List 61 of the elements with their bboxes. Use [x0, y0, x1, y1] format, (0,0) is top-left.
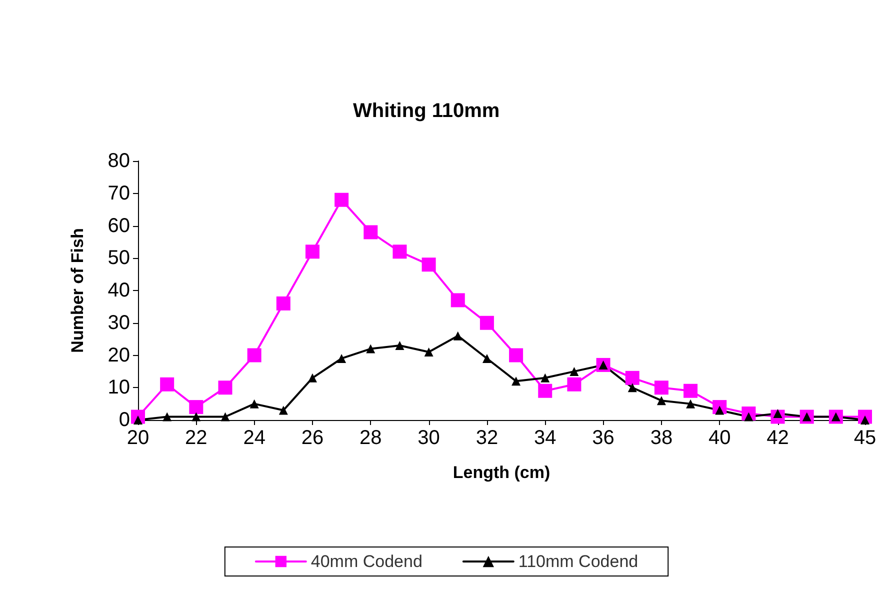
point [450, 293, 465, 308]
y-tick-label: 60 [108, 214, 130, 237]
point [482, 354, 492, 363]
point [276, 296, 290, 310]
point [538, 384, 552, 398]
x-tick-label: 22 [185, 427, 208, 449]
point [480, 316, 494, 330]
y-tick-label: 80 [108, 150, 130, 172]
point [684, 384, 698, 398]
point [686, 399, 696, 408]
point [308, 373, 317, 382]
point [366, 344, 376, 354]
legend-label: 110mm Codend [518, 552, 638, 571]
legend-label: 40mm Codend [310, 552, 422, 571]
x-tick-label: 34 [534, 427, 556, 449]
y-tick-label: 20 [108, 344, 130, 366]
point [512, 376, 521, 386]
y-tick-label: 70 [108, 182, 130, 204]
point [220, 412, 230, 422]
point [395, 341, 404, 350]
x-tick-label: 24 [243, 427, 266, 449]
point [654, 380, 668, 395]
point [567, 377, 582, 392]
point [570, 366, 579, 376]
x-tick-label: 32 [476, 427, 498, 449]
y-tick-label: 40 [108, 280, 130, 302]
point [162, 412, 172, 422]
y-tick-label: 10 [108, 376, 130, 399]
point [453, 331, 462, 340]
x-tick-label: 45 [854, 427, 876, 449]
point [247, 348, 262, 362]
y-axis-title: Number of Fish [68, 228, 87, 353]
point [250, 399, 259, 408]
x-tick-label: 42 [766, 427, 789, 449]
point [305, 244, 320, 259]
x-tick-label: 38 [650, 427, 673, 449]
point [218, 380, 232, 395]
x-tick-label: 40 [708, 427, 731, 449]
point [424, 348, 434, 357]
y-tick-label: 30 [108, 312, 130, 334]
point [160, 377, 174, 392]
point [540, 373, 550, 382]
x-tick-label: 28 [360, 427, 382, 449]
point [192, 412, 201, 422]
point [278, 406, 288, 415]
chart-title: Whiting 110mm [353, 100, 500, 122]
x-axis-title: Length (cm) [452, 463, 550, 482]
y-tick-label: 50 [108, 247, 130, 270]
x-tick-label: 26 [301, 427, 324, 449]
point [334, 192, 349, 207]
point [337, 354, 346, 363]
point [392, 244, 407, 259]
point [509, 348, 524, 362]
point [364, 225, 378, 240]
point [656, 396, 666, 406]
x-tick-label: 30 [418, 427, 440, 449]
x-tick-label: 36 [592, 427, 614, 449]
point [628, 383, 637, 392]
point [625, 370, 640, 385]
point [422, 258, 436, 272]
point [189, 400, 204, 414]
